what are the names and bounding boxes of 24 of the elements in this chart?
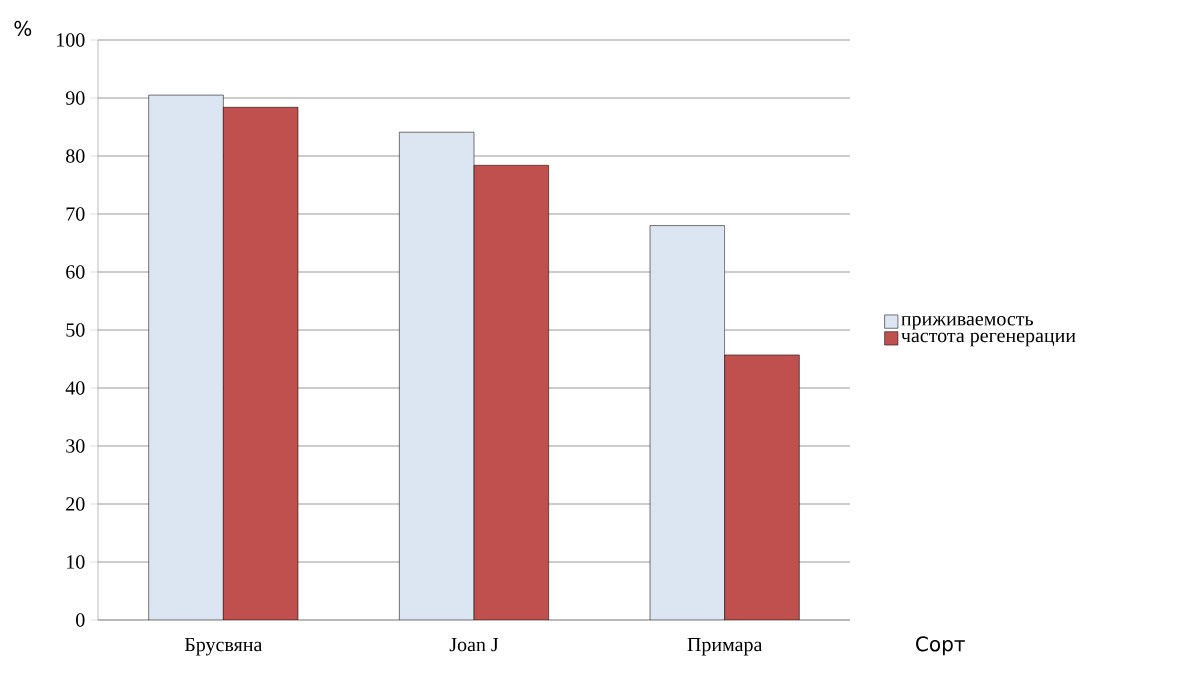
bar [724,354,800,620]
y-tick-label: 80 [66,149,85,163]
legend-label: приживаемость [901,315,1033,330]
x-axis-title: Сорт [916,636,965,656]
y-tick-label: 0 [76,613,85,627]
bar [473,165,549,620]
y-tick-label: 40 [65,381,85,395]
x-tick-label: Примара [687,638,763,656]
y-tick-label: 100 [57,33,85,47]
bar [148,94,224,620]
y-tick-label: 20 [66,497,85,511]
y-tick-label: 90 [65,91,85,105]
y-tick-label: 70 [66,207,85,221]
bar [649,225,725,620]
bar [399,131,475,620]
y-tick-label: 60 [66,265,85,279]
y-tick-label: 30 [66,439,85,453]
y-tick-label: 50 [66,323,85,337]
bar [223,107,299,620]
y-axis-title: % [14,20,32,36]
x-tick-label: Joan J [449,638,499,652]
x-tick-label: Брусвяна [184,638,263,656]
y-tick-label: 10 [67,555,85,569]
legend-label: частота регенерации [901,332,1076,347]
